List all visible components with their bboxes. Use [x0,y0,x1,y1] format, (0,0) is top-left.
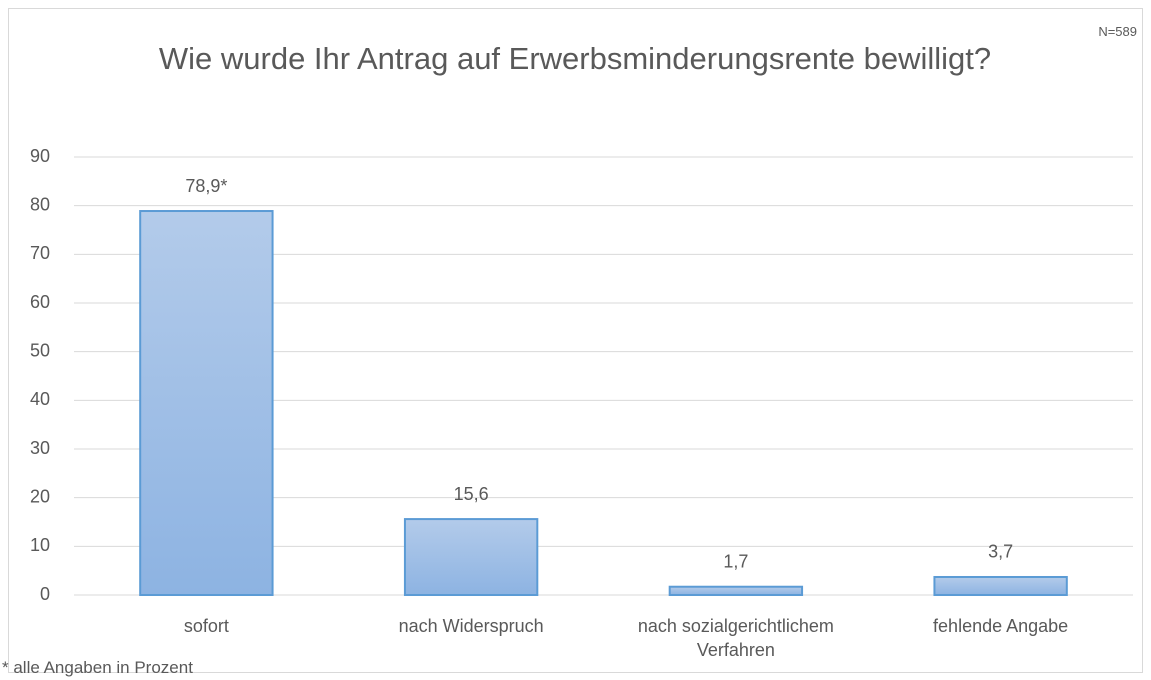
y-tick-label: 80 [30,194,50,214]
y-tick-label: 60 [30,292,50,312]
x-tick-label: nach sozialgerichtlichem Verfahren [637,616,834,660]
value-label: 1,7 [723,551,748,571]
y-tick-label: 70 [30,243,50,263]
y-tick-label: 30 [30,438,50,458]
y-tick-label: 20 [30,486,50,506]
x-tick-label: sofort [183,616,229,636]
bar [139,210,274,597]
bar [668,585,804,597]
value-label: 3,7 [988,542,1013,562]
chart-border [8,8,1143,673]
x-tick-label: nach Widerspruch [398,616,544,636]
bar [403,518,539,597]
bar [933,575,1068,597]
chart-title: Wie wurde Ihr Antrag auf Erwerbsminderun… [158,41,992,76]
x-tick-label: fehlende Angabe [933,616,1069,636]
sample-size: N=589 [1098,24,1137,39]
footnote: * alle Angaben in Prozent [2,658,193,677]
y-tick-label: 50 [30,340,50,360]
y-tick-label: 10 [30,535,50,555]
value-label: 15,6 [454,484,489,504]
y-tick-label: 40 [30,389,50,409]
value-label: 78,9* [185,176,227,196]
y-tick-label: 90 [30,146,50,166]
y-tick-label: 0 [40,584,50,604]
